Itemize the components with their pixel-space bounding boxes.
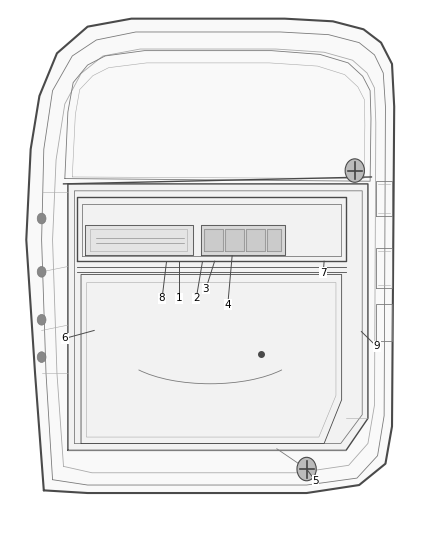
- Polygon shape: [204, 229, 223, 251]
- Text: 3: 3: [202, 284, 209, 294]
- Circle shape: [37, 352, 46, 362]
- Polygon shape: [225, 229, 244, 251]
- Circle shape: [297, 457, 316, 481]
- Polygon shape: [267, 229, 281, 251]
- Circle shape: [37, 266, 46, 277]
- Circle shape: [345, 159, 364, 182]
- Text: 4: 4: [224, 300, 231, 310]
- Text: 9: 9: [373, 342, 380, 351]
- Text: 7: 7: [320, 268, 327, 278]
- Polygon shape: [85, 225, 193, 255]
- Circle shape: [37, 314, 46, 325]
- Text: 1: 1: [175, 294, 182, 303]
- Text: 6: 6: [61, 334, 68, 343]
- Polygon shape: [201, 225, 285, 255]
- Polygon shape: [68, 184, 368, 450]
- Polygon shape: [246, 229, 265, 251]
- Polygon shape: [26, 19, 394, 493]
- Text: 5: 5: [312, 476, 319, 486]
- Text: 8: 8: [159, 294, 166, 303]
- Circle shape: [37, 213, 46, 224]
- Text: 2: 2: [193, 294, 200, 303]
